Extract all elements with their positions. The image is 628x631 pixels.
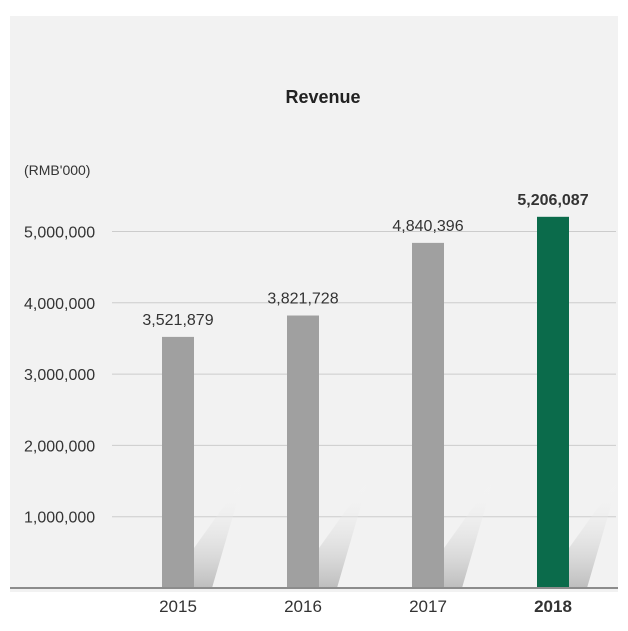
x-tick-label-2017: 2017	[409, 597, 447, 616]
gridlines	[112, 231, 616, 518]
bar-shadow	[444, 478, 494, 588]
x-tick-label-2016: 2016	[284, 597, 322, 616]
data-label-2016: 3,821,728	[267, 291, 338, 308]
bar-2016	[287, 315, 319, 588]
bar-2015	[162, 336, 194, 588]
x-tick-label-2018: 2018	[534, 597, 572, 616]
bar-shadow	[319, 478, 369, 588]
data-label-2017: 4,840,396	[392, 218, 463, 235]
y-axis-unit-label: (RMB'000)	[24, 162, 90, 178]
bar-shadow	[569, 478, 619, 588]
y-tick-label: 1,000,000	[24, 510, 95, 527]
y-tick-label: 2,000,000	[24, 438, 95, 455]
y-tick-label: 4,000,000	[24, 296, 95, 313]
y-tick-label: 5,000,000	[24, 225, 95, 242]
x-axis-ticks: 2015 2016 2017 2018	[159, 597, 572, 616]
bar-2017	[412, 242, 444, 588]
bars	[162, 216, 569, 588]
bar-2018	[537, 216, 569, 588]
data-label-2018: 5,206,087	[517, 192, 588, 209]
bar-shadows	[194, 478, 619, 588]
data-labels: 3,521,879 3,821,728 4,840,396 5,206,087	[142, 192, 588, 329]
data-label-2015: 3,521,879	[142, 312, 213, 329]
bar-shadow	[194, 478, 244, 588]
x-tick-label-2015: 2015	[159, 597, 197, 616]
y-tick-label: 3,000,000	[24, 367, 95, 384]
chart-title: Revenue	[285, 87, 360, 107]
y-axis-ticks: 1,000,000 2,000,000 3,000,000 4,000,000 5,00…	[24, 225, 95, 527]
